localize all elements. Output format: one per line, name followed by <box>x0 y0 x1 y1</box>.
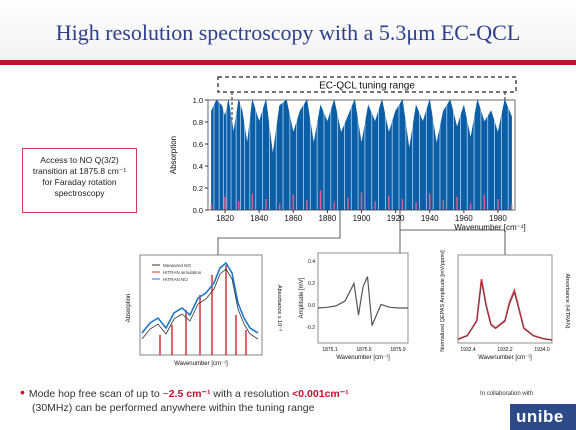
inset2-frame <box>317 252 409 344</box>
title-underline <box>0 60 576 65</box>
inset2-y-label: Amplitude [mV] <box>299 277 305 318</box>
inset2-y-tick-label: 0.4 <box>308 259 315 265</box>
tuning-range-box <box>217 76 517 93</box>
chart-title: EC-QCL tuning range <box>319 81 415 92</box>
university-logo: unibe <box>510 404 576 430</box>
y-tick-label: 0.8 <box>193 118 203 127</box>
inset1-y2-label: Absorbance x 10⁻³ <box>276 285 282 331</box>
inset-charts: Measured NO HITRAN simulation HITRAN NO Abs… <box>126 250 570 367</box>
inset1-legend-label: Measured NO <box>163 263 192 268</box>
y-tick-label: 0.2 <box>193 184 203 193</box>
slide-header <box>0 0 576 63</box>
y-tick-label: 0.0 <box>193 206 203 215</box>
inset2-x-tick-label: 1875.9 <box>390 347 406 353</box>
slide-title: High resolution spectroscopy with a 5.3μ… <box>55 20 521 45</box>
summary-bullet: • Mode hop free scan of up to ~2.5 cm⁻¹ w… <box>20 385 349 415</box>
y-tick-label: 0.6 <box>193 140 203 149</box>
note-line: Access to NO Q(3/2) <box>40 155 119 165</box>
y-tick-label: 1.0 <box>193 96 203 105</box>
inset2-y-tick-label: -0.2 <box>306 325 315 331</box>
inset1-sim-line <box>141 268 259 340</box>
inset2-y-tick-label: 0.2 <box>308 281 315 287</box>
note-line: spectroscopy <box>54 188 105 198</box>
bullet-text: with a resolution <box>210 388 293 400</box>
inset3-x-tick-label: 1932.4 <box>460 347 476 353</box>
inset1-y-label: Absorption <box>126 294 132 323</box>
inset3-frame <box>457 254 553 344</box>
inset3-hitran-line <box>457 282 553 341</box>
inset2-x-label: Wavenumber [cm⁻¹] <box>336 355 390 361</box>
inset3-y2-label: Absorbance (HITRAN) <box>564 273 570 328</box>
bullet-highlight: <0.001cm⁻¹ <box>292 388 349 400</box>
inset1-legend-label: HITRAN NO <box>163 277 188 282</box>
inset3-y-label: Normalized QEPAS Amplitude [mV/ppmv] <box>440 250 446 352</box>
inset2-x-tick-label: 1875.6 <box>356 347 372 353</box>
inset2-y-tick-label: 0.0 <box>308 303 315 309</box>
bullet-text: Mode hop free scan of up to ~ <box>28 388 169 400</box>
inset1-legend-label: HITRAN simulation <box>163 270 202 275</box>
x-tick-label: 1940 <box>421 214 439 223</box>
inset3-x-tick-label: 1932.2 <box>497 347 513 353</box>
x-tick-label: 1860 <box>284 214 302 223</box>
note-line: transition at 1875.8 cm⁻¹ <box>32 166 127 176</box>
inset2-signal-line <box>317 276 408 326</box>
main-spectrum-chart: EC-QCL tuning range 1820 1840 1860 1880 1900 1… <box>169 76 526 257</box>
x-axis-label: Wavenumber [cm⁻¹] <box>454 223 526 232</box>
inset1-x-label: Wavenumber [cm⁻¹] <box>174 361 228 367</box>
x-tick-label: 1880 <box>318 214 336 223</box>
inset3-x-tick-label: 1934.0 <box>534 347 550 353</box>
bullet-dot-icon: • <box>20 384 25 400</box>
connector-right <box>400 229 506 257</box>
inset1-measured-line <box>141 261 259 334</box>
y-axis-label: Absorption <box>169 136 178 174</box>
bullet-highlight: 2.5 cm⁻¹ <box>168 388 211 400</box>
connector-left <box>217 210 341 257</box>
note-line: for Faraday rotation <box>42 177 117 187</box>
bullet-line2: (30MHz) can be performed anywhere within… <box>32 402 315 414</box>
inset2-x-tick-label: 1875.1 <box>322 347 338 353</box>
collaboration-label: In collaboration with <box>480 391 534 397</box>
x-tick-label: 1920 <box>387 214 405 223</box>
x-tick-label: 1900 <box>353 214 371 223</box>
x-tick-label: 1840 <box>250 214 268 223</box>
x-tick-label: 1960 <box>455 214 473 223</box>
y-tick-label: 0.4 <box>193 162 203 171</box>
inset3-x-label: Wavenumber [cm⁻¹] <box>478 355 532 361</box>
faraday-note-box: Access to NO Q(3/2) transition at 1875.8… <box>22 148 137 213</box>
x-tick-label: 1820 <box>216 214 234 223</box>
x-tick-label: 1980 <box>489 214 507 223</box>
